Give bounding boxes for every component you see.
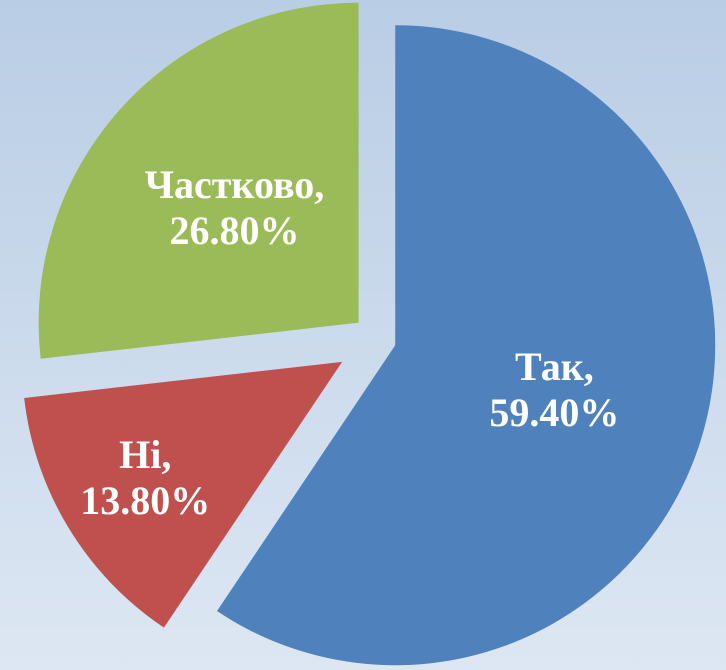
pie-slice: [38, 2, 359, 359]
slice-value-label: 13.80%: [80, 478, 210, 523]
pie-slice: [217, 25, 716, 666]
slice-value-label: 59.40%: [489, 390, 619, 435]
slice-category-label: Частково,: [145, 162, 325, 207]
pie-slice: [24, 361, 343, 628]
slice-category-label: Ні,: [119, 432, 171, 477]
slice-value-label: 26.80%: [169, 208, 299, 253]
slice-category-label: Так,: [515, 344, 594, 389]
